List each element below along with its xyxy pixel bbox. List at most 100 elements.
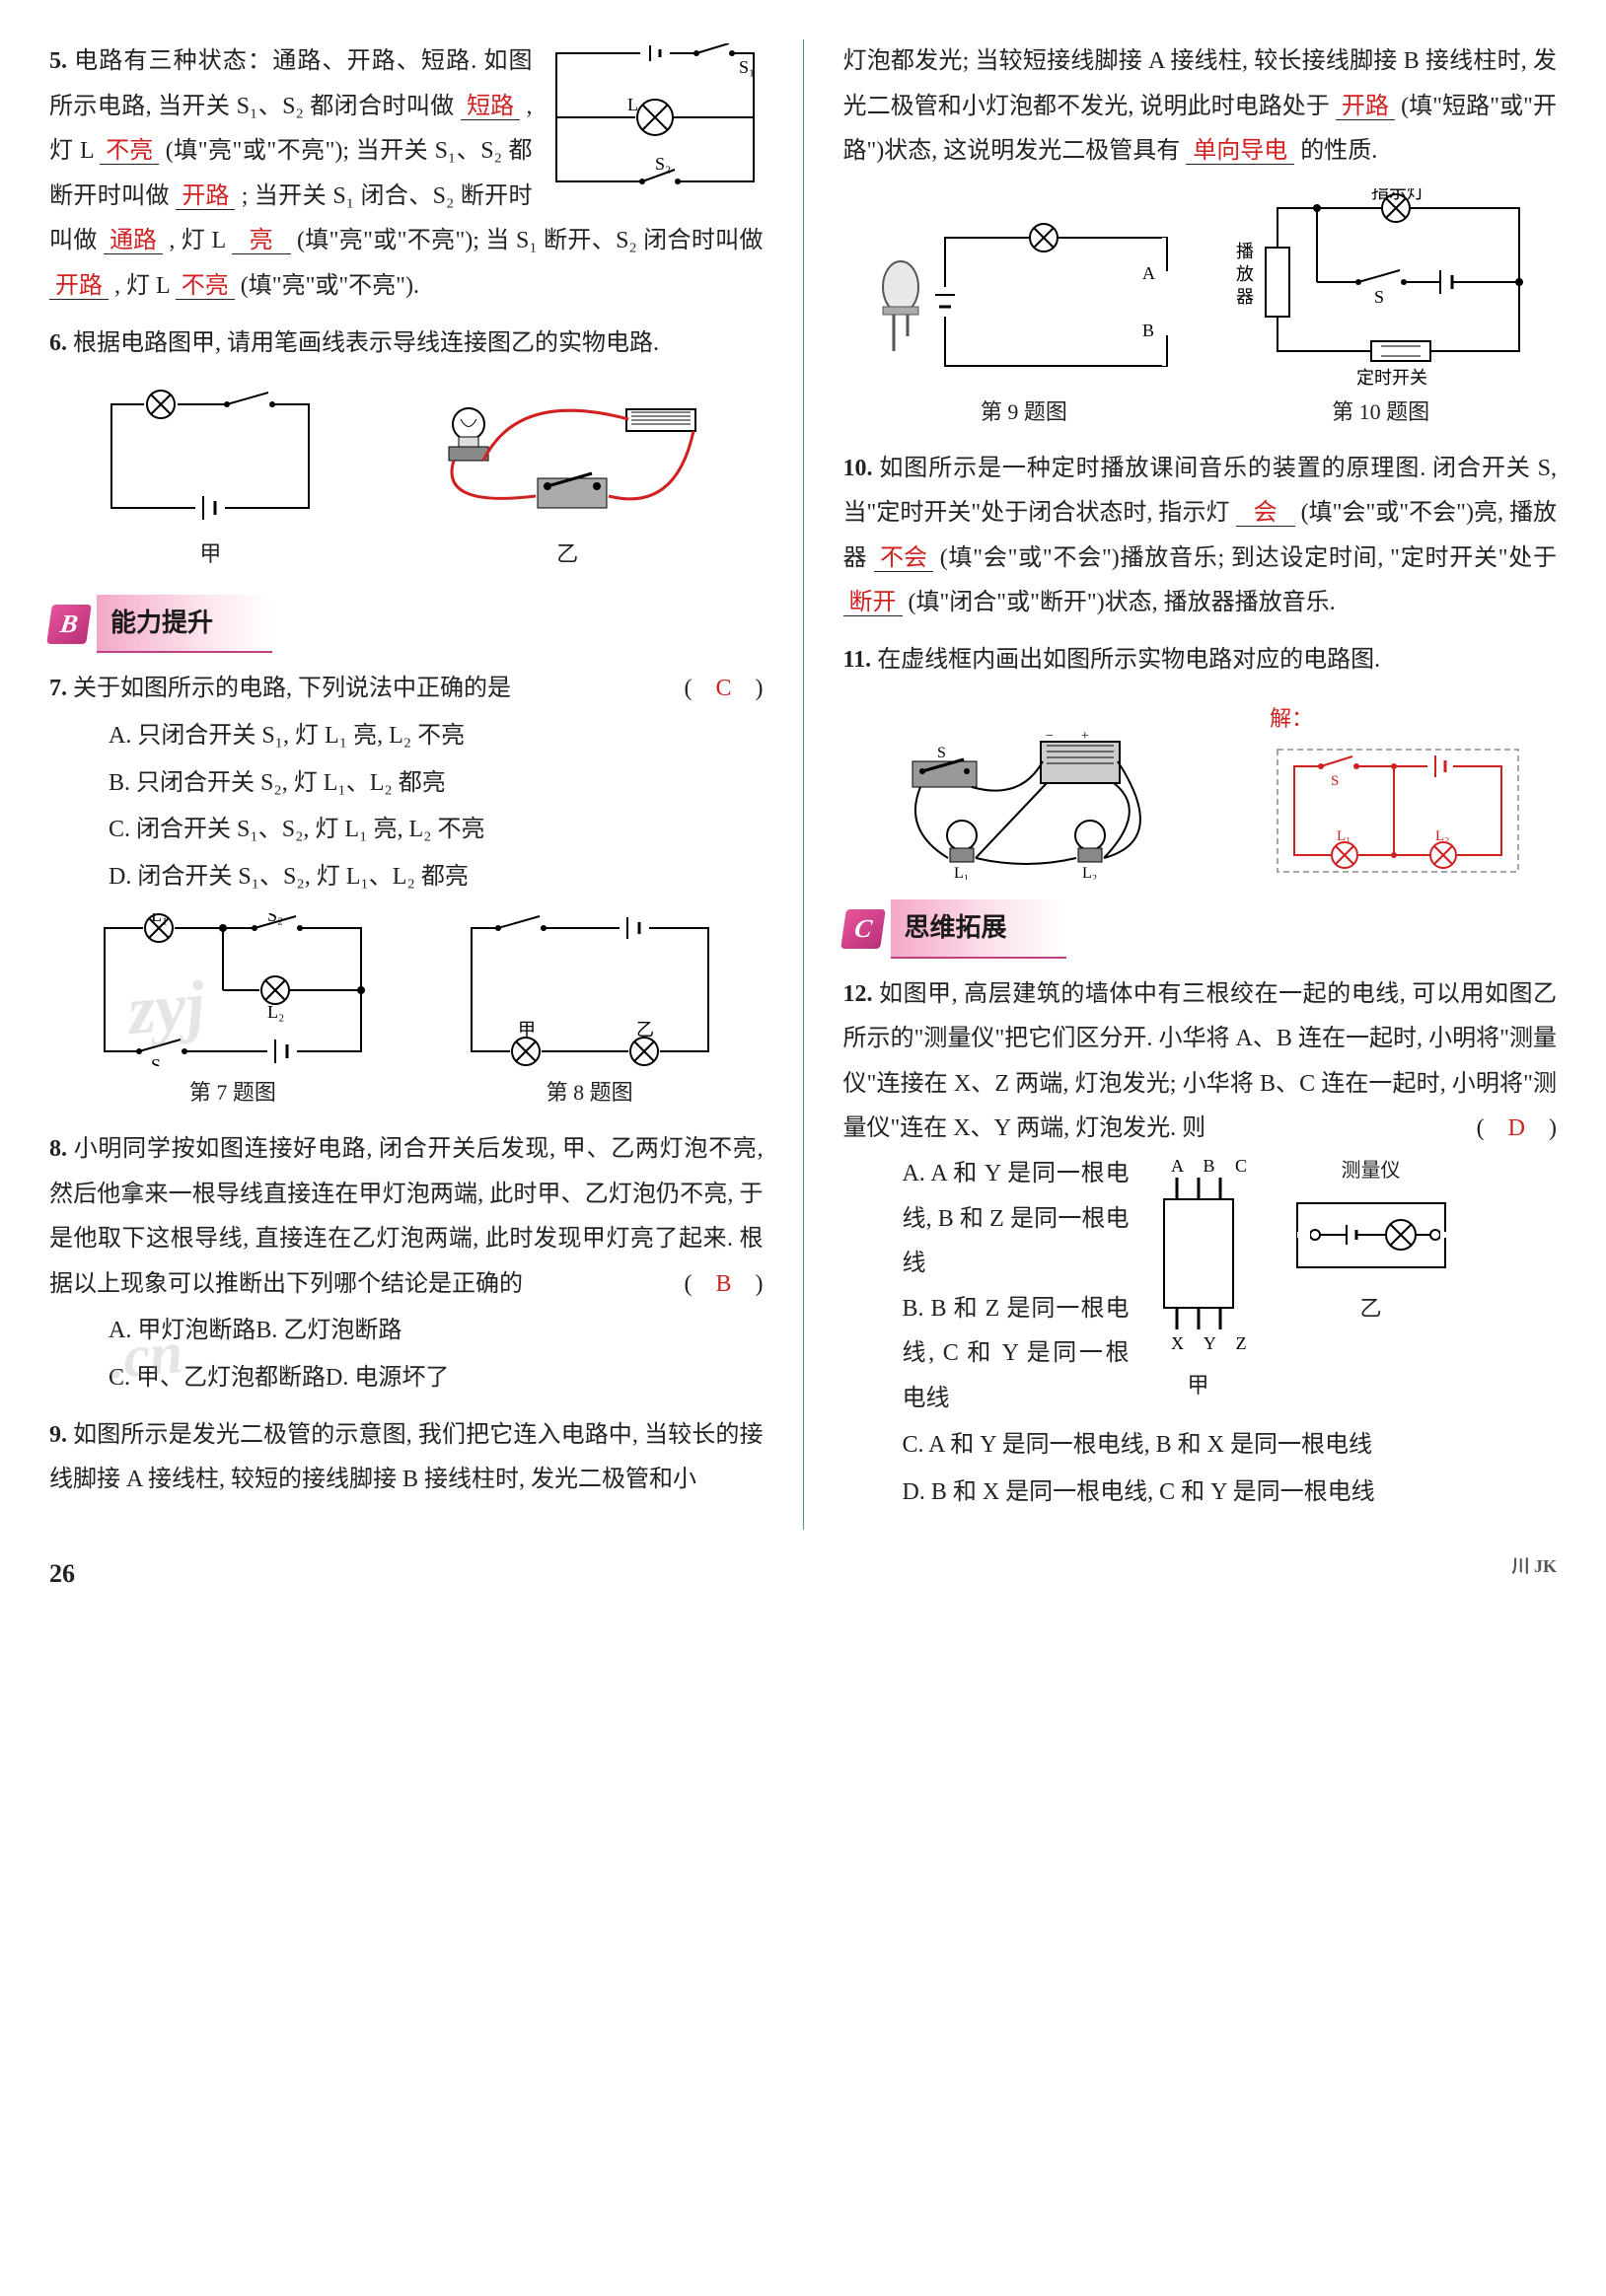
- q8-number: 8.: [49, 1136, 67, 1162]
- svg-text:L₁: L₁: [1337, 828, 1350, 844]
- q7-figure: L₁ S₂ L₂: [90, 913, 376, 1113]
- q8-opt-c: C. 甲、乙灯泡都断路: [109, 1356, 326, 1401]
- q11-figure-solution: 解： S: [1270, 697, 1526, 881]
- question-12: 12. 如图甲, 高层建筑的墙体中有三根绞在一起的电线, 可以用如图乙所示的"测…: [843, 972, 1558, 1518]
- question-5: S₁ L S₂ 5. 电路有三种状态：通路、开路、短路. 如图: [49, 39, 764, 310]
- q5-blank-5: 开路: [49, 272, 109, 300]
- section-b-header: B 能力提升: [49, 595, 764, 653]
- q9-text-d: 的性质.: [1300, 138, 1377, 164]
- svg-text:A: A: [1142, 263, 1155, 283]
- q9-number: 9.: [49, 1422, 67, 1448]
- q6-caption-b: 乙: [419, 534, 715, 575]
- question-10: 10. 如图所示是一种定时播放课间音乐的装置的原理图. 闭合开关 S, 当"定时…: [843, 447, 1558, 626]
- q7-text: 关于如图所示的电路, 下列说法中正确的是: [73, 676, 511, 701]
- section-b-title: 能力提升: [97, 595, 272, 653]
- question-9b: 灯泡都发光; 当较短接线脚接 A 接线柱, 较长接线脚接 B 接线柱时, 发光二…: [843, 39, 1558, 175]
- q5-blank-0: 短路: [461, 93, 520, 120]
- q8-answer: B: [715, 1271, 731, 1297]
- q7-opt-a: A. 只闭合开关 S₁, 灯 L₁ 亮, L₂ 不亮: [49, 714, 764, 759]
- svg-text:L₁: L₁: [151, 913, 168, 925]
- q7-answer: C: [715, 676, 731, 701]
- section-b-badge: B: [46, 605, 92, 644]
- q10-blank-1: 不会: [874, 544, 933, 572]
- q9-blank-0: 开路: [1336, 93, 1395, 120]
- q7-number: 7.: [49, 676, 67, 701]
- q9-figure: A B 第 9 题图: [866, 218, 1182, 433]
- q5-blank-3: 通路: [104, 227, 163, 254]
- svg-text:S₁: S₁: [151, 1055, 167, 1066]
- question-11: 11. 在虚线框内画出如图所示实物电路对应的电路图. − + S: [843, 638, 1558, 880]
- q6-text: 根据电路图甲, 请用笔画线表示导线连接图乙的实物电路.: [73, 330, 659, 356]
- section-c-header: C 思维拓展: [843, 899, 1558, 958]
- q5-text-5: (填"亮"或"不亮"); 当 S₁ 断开、S₂ 闭合时叫做: [297, 228, 764, 253]
- q11-solution-label: 解：: [1270, 706, 1313, 731]
- svg-text:L₁: L₁: [954, 865, 969, 880]
- q8-text: 小明同学按如图连接好电路, 闭合开关后发现, 甲、乙两灯泡不亮, 然后他拿来一根…: [49, 1136, 764, 1297]
- q6-number: 6.: [49, 330, 67, 356]
- q11-number: 11.: [843, 647, 872, 673]
- section-c-title: 思维拓展: [891, 899, 1066, 958]
- q5-s1-label: S₁: [739, 57, 755, 77]
- q12-opt-b: B. B 和 Z 是同一根电线, C 和 Y 是同一根电线: [903, 1287, 1130, 1422]
- q6-figure-b: 乙: [419, 380, 715, 575]
- q7-caption: 第 7 题图: [90, 1072, 376, 1113]
- q12-figures: A B C X Y Z 甲 测量仪: [1130, 1152, 1558, 1422]
- question-9a: 9. 如图所示是发光二极管的示意图, 我们把它连入电路中, 当较长的接线脚接 A…: [49, 1413, 764, 1503]
- svg-text:X Y Z: X Y Z: [1171, 1333, 1255, 1353]
- column-divider: [803, 39, 804, 1530]
- q5-blank-1: 不亮: [100, 137, 159, 165]
- svg-text:播: 播: [1236, 242, 1254, 261]
- svg-text:S: S: [1374, 287, 1384, 307]
- q6-figure-a: 甲: [97, 390, 324, 575]
- q12-meter-label: 测量仪: [1287, 1152, 1455, 1189]
- q5-text-0: 电路有三种状态：通路、开路、短路. 如图所示电路, 当开关 S₁、S₂ 都闭合时…: [49, 48, 533, 119]
- q10-number: 10.: [843, 456, 873, 481]
- q6-caption-a: 甲: [97, 534, 324, 575]
- q5-l-label: L: [627, 95, 638, 114]
- q5-blank-4: 亮: [232, 227, 291, 254]
- svg-text:L₂: L₂: [267, 1002, 284, 1022]
- svg-text:S₂: S₂: [267, 913, 283, 925]
- svg-text:放: 放: [1236, 264, 1254, 284]
- q10-blank-2: 断开: [843, 589, 903, 616]
- q5-text-7: (填"亮"或"不亮").: [241, 273, 419, 299]
- svg-text:A B C: A B C: [1171, 1156, 1255, 1176]
- q12-answer: D: [1508, 1115, 1525, 1141]
- question-6: 6. 根据电路图甲, 请用笔画线表示导线连接图乙的实物电路.: [49, 322, 764, 575]
- svg-text:L₂: L₂: [1435, 828, 1449, 844]
- q7-opt-b: B. 只闭合开关 S₂, 灯 L₁、L₂ 都亮: [49, 761, 764, 807]
- svg-text:L₂: L₂: [1082, 865, 1097, 880]
- svg-text:器: 器: [1236, 287, 1254, 307]
- svg-text:定时开关: 定时开关: [1356, 368, 1427, 386]
- q12-number: 12.: [843, 981, 873, 1007]
- q5-number: 5.: [49, 48, 67, 74]
- svg-text:指示灯: 指示灯: [1371, 188, 1424, 202]
- svg-text:S: S: [937, 745, 946, 761]
- q12-opt-c: C. A 和 Y 是同一根电线, B 和 X 是同一根电线: [843, 1423, 1558, 1469]
- q10-blank-0: 会: [1236, 499, 1295, 527]
- q8-caption: 第 8 题图: [457, 1072, 723, 1113]
- svg-text:乙: 乙: [636, 1020, 654, 1040]
- q10-figure: 指示灯 播 放 器 S: [1228, 188, 1534, 433]
- section-c-badge: C: [840, 909, 886, 949]
- svg-text:甲: 甲: [518, 1020, 536, 1040]
- page-footer: 26 川 JK: [49, 1549, 1557, 1598]
- q10-text-c: (填"会"或"不会")播放音乐; 到达设定时间, "定时开关"处于: [940, 545, 1557, 571]
- svg-text:B: B: [1142, 321, 1154, 340]
- q9-text-a: 如图所示是发光二极管的示意图, 我们把它连入电路中, 当较长的接线脚接 A 接线…: [49, 1422, 764, 1493]
- right-column: 灯泡都发光; 当较短接线脚接 A 接线柱, 较长接线脚接 B 接线柱时, 发光二…: [843, 39, 1558, 1530]
- q12-opt-d: D. B 和 X 是同一根电线, C 和 Y 是同一根电线: [843, 1471, 1558, 1516]
- q5-text-4: , 灯 L: [169, 228, 231, 253]
- q5-text-6: , 灯 L: [114, 273, 176, 299]
- q8-opt-a: A. 甲灯泡断路: [109, 1309, 256, 1354]
- q5-s2-label: S₂: [655, 154, 671, 174]
- question-7: 7. 关于如图所示的电路, 下列说法中正确的是 ( C ) A. 只闭合开关 S…: [49, 667, 764, 899]
- left-column: S₁ L S₂ 5. 电路有三种状态：通路、开路、短路. 如图: [49, 39, 764, 1530]
- footer-code: 川 JK: [1511, 1549, 1557, 1598]
- q9-caption: 第 9 题图: [866, 392, 1182, 433]
- svg-text:− +: − +: [1046, 732, 1089, 744]
- q12-text: 如图甲, 高层建筑的墙体中有三根绞在一起的电线, 可以用如图乙所示的"测量仪"把…: [843, 981, 1558, 1142]
- q12-caption-b: 乙: [1287, 1288, 1455, 1329]
- q8-opt-d: D. 电源坏了: [326, 1356, 449, 1401]
- q7-opt-c: C. 闭合开关 S₁、S₂, 灯 L₁ 亮, L₂ 不亮: [49, 808, 764, 853]
